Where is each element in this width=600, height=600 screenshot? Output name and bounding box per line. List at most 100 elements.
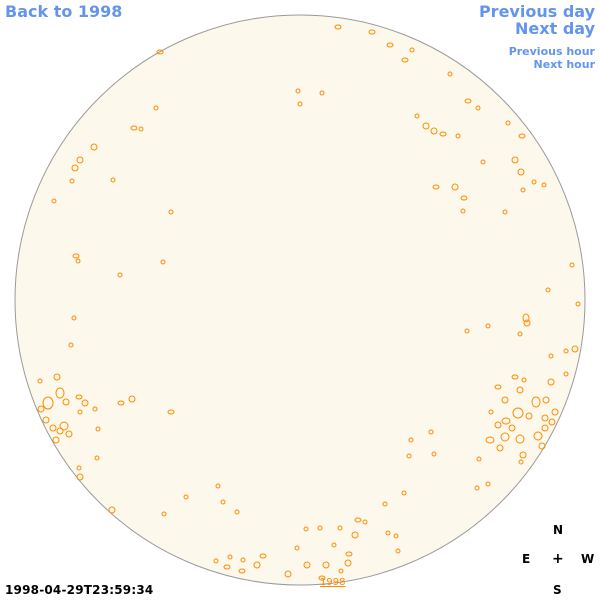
contour-mark (76, 156, 84, 164)
contour-mark (319, 90, 325, 96)
contour-mark (393, 533, 399, 539)
contour-mark (334, 24, 342, 30)
contour-mark (75, 394, 83, 400)
contour-mark (220, 499, 226, 505)
contour-mark (284, 570, 292, 578)
contour-mark (494, 384, 502, 390)
contour-mark (76, 473, 84, 481)
contour-mark (130, 125, 138, 131)
contour-mark (240, 557, 246, 563)
contour-mark (517, 168, 525, 176)
contour-mark (238, 568, 246, 574)
contour-mark (548, 418, 556, 426)
contour-mark (516, 386, 524, 394)
contour-mark (525, 412, 533, 420)
contour-mark (512, 407, 524, 419)
contour-mark (494, 421, 502, 429)
contour-mark (409, 47, 415, 53)
contour-mark (168, 209, 174, 215)
contour-mark (337, 525, 343, 531)
contour-mark (71, 315, 77, 321)
contour-mark (531, 179, 537, 185)
contour-mark (428, 429, 434, 435)
year-link[interactable]: 1998 (320, 577, 346, 588)
contour-mark (52, 436, 60, 444)
contour-mark (37, 405, 45, 413)
contour-mark (455, 133, 461, 139)
contour-mark (42, 416, 50, 424)
next-day-link[interactable]: Next day (515, 19, 595, 38)
contour-mark (385, 530, 391, 536)
contour-mark (431, 451, 437, 457)
compass-west: W (581, 552, 595, 566)
contour-mark (69, 178, 75, 184)
contour-mark (547, 378, 555, 386)
next-hour-link[interactable]: Next hour (533, 58, 596, 71)
contour-mark (496, 444, 504, 452)
contour-mark (362, 519, 368, 525)
contour-mark (401, 57, 409, 63)
contour-mark (368, 29, 376, 35)
contour-mark (318, 575, 326, 581)
previous-hour-link[interactable]: Previous hour (508, 45, 595, 58)
contour-mark (395, 548, 401, 554)
contour-mark (53, 373, 61, 381)
contour-mark (538, 442, 546, 450)
contour-mark (183, 494, 189, 500)
contour-mark (223, 564, 231, 570)
contour-mark (75, 258, 81, 264)
contour-mark (548, 353, 554, 359)
contour-mark (81, 399, 89, 407)
contour-mark (508, 424, 516, 432)
contour-mark (161, 511, 167, 517)
previous-day-link[interactable]: Previous day (478, 2, 595, 21)
contour-mark (160, 259, 166, 265)
contour-mark (460, 195, 468, 201)
contour-mark (430, 127, 438, 135)
contour-mark (303, 561, 311, 569)
contour-mark (77, 409, 83, 415)
contour-mark (344, 559, 352, 567)
contour-mark (517, 331, 523, 337)
contour-mark (138, 126, 144, 132)
contour-mark (259, 553, 267, 559)
contour-mark (55, 387, 65, 399)
contour-mark (501, 417, 511, 425)
contour-mark (480, 159, 486, 165)
contour-mark (551, 408, 559, 416)
compass-south: S (553, 583, 562, 597)
contour-mark (253, 561, 261, 569)
contour-mark (541, 182, 547, 188)
contour-mark (545, 287, 551, 293)
contour-mark (464, 328, 470, 334)
contour-mark (153, 105, 159, 111)
contour-mark (108, 506, 116, 514)
contour-mark (303, 526, 309, 532)
contour-mark (439, 131, 447, 137)
contour-mark (354, 517, 362, 523)
contour-mark (59, 421, 69, 431)
contour-mark (408, 437, 414, 443)
contour-mark (569, 262, 575, 268)
back-to-year-link[interactable]: Back to 1998 (5, 2, 123, 21)
contour-mark (432, 184, 440, 190)
contour-mark (414, 113, 420, 119)
contour-mark (167, 409, 175, 415)
contour-mark (317, 525, 323, 531)
contour-mark (345, 551, 353, 557)
compass-east: E (522, 552, 531, 566)
contour-mark (505, 120, 511, 126)
contour-mark (447, 71, 453, 77)
contour-mark (533, 431, 543, 441)
contour-mark (92, 406, 98, 412)
contour-mark (297, 101, 303, 107)
contour-mark (531, 396, 541, 408)
contour-mark (518, 133, 526, 139)
contour-mark (110, 177, 116, 183)
contour-mark (234, 509, 240, 515)
contour-mark (227, 554, 233, 560)
contour-mark (520, 187, 526, 193)
contour-mark (522, 313, 530, 323)
contour-mark (351, 531, 359, 539)
contour-mark (406, 453, 412, 459)
